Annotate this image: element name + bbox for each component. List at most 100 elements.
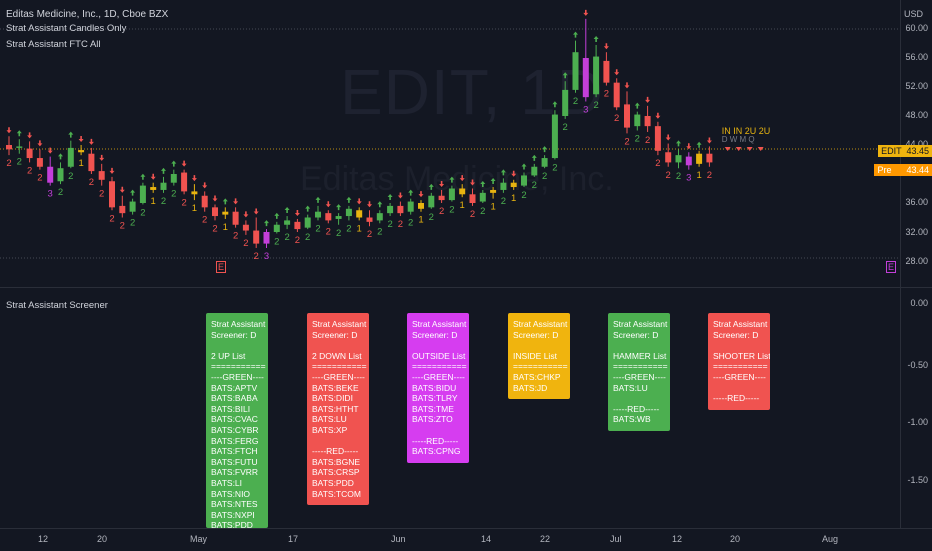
candle-body [613, 82, 620, 108]
candle-body [603, 60, 610, 83]
strat-label: 2 [377, 226, 382, 237]
screener-card[interactable]: Strat Assistant Screener: D OUTSIDE List =… [407, 313, 469, 463]
strat-label: 2 [367, 229, 372, 240]
screener-card-line: BATS:WB [613, 414, 651, 425]
strat-label: 2 [604, 89, 609, 100]
strat-label: 2 [563, 122, 568, 133]
up-arrow-icon [274, 212, 280, 219]
indicator-legend-ftc[interactable]: Strat Assistant FTC All [6, 39, 101, 50]
price-tag-value: 43.45 [906, 146, 929, 156]
earnings-marker-icon[interactable]: E [216, 261, 226, 273]
screener-card-line: BATS:FERG [211, 435, 259, 446]
up-arrow-icon [387, 194, 393, 200]
screener-legend[interactable]: Strat Assistant Screener [6, 300, 108, 311]
screener-card[interactable]: Strat Assistant Screener: D HAMMER List ==… [608, 313, 670, 431]
screener-card-line: BATS:FVRR [211, 467, 259, 478]
screener-card-line: =========== [713, 361, 768, 372]
screener-card-line: BATS:JD [513, 382, 548, 393]
time-scale-tick: 17 [288, 534, 299, 544]
candle-body [654, 126, 661, 151]
down-arrow-icon [78, 136, 84, 142]
last-price-tag: EDIT 43.45 [878, 145, 932, 157]
candle-body [572, 52, 579, 90]
screener-card[interactable]: Strat Assistant Screener: D SHOOTER List =… [708, 313, 770, 410]
ftc-marker-icon [746, 146, 753, 151]
strat-label: 1 [223, 222, 228, 233]
down-arrow-icon [614, 69, 620, 76]
strat-label: 2 [202, 215, 207, 226]
screener-card-line [613, 393, 665, 404]
strat-label: 2 [140, 207, 145, 218]
up-arrow-icon [480, 180, 486, 187]
strat-label: 2 [408, 218, 413, 229]
down-arrow-icon [212, 195, 218, 202]
down-arrow-icon [418, 191, 424, 198]
down-arrow-icon [706, 137, 712, 144]
screener-card-line: BATS:NXPI [211, 509, 255, 520]
candle-body [170, 174, 177, 183]
screener-card[interactable]: Strat Assistant Screener: D 2 UP List ====… [206, 313, 268, 528]
strat-label: 2 [181, 197, 186, 208]
strat-label: 2 [614, 113, 619, 124]
time-scale[interactable]: 12 20 May 17 Jun 14 22 Jul 12 20 Aug [0, 528, 932, 551]
screener-card-line: BATS:HTHT [312, 403, 359, 414]
price-scale-tick: 52.00 [905, 81, 928, 91]
up-arrow-icon [593, 35, 599, 42]
screener-card-line: Strat Assistant [312, 319, 367, 329]
time-scale-tick: May [190, 534, 208, 544]
strat-label: 2 [707, 170, 712, 181]
candle-body [706, 153, 713, 163]
candle-body [634, 114, 641, 127]
candle-body [490, 189, 497, 193]
chart-title[interactable]: Editas Medicine, Inc., 1D, Cboe BZX [6, 9, 169, 20]
strat-label: 2 [624, 136, 629, 147]
candle-body [160, 182, 167, 190]
screener-card-line: ----GREEN---- [412, 371, 465, 382]
candle-body [345, 208, 352, 217]
candle-body [562, 89, 569, 116]
candle-body [521, 175, 527, 186]
screener-scale-tick: -1.00 [907, 417, 928, 427]
screener-card-line: BATS:DIDI [312, 393, 353, 404]
candle-body [418, 203, 424, 209]
strat-label: 2 [326, 226, 331, 237]
candle-body [36, 158, 43, 167]
pane-divider[interactable] [0, 287, 932, 288]
strat-label: 2 [254, 251, 259, 262]
screener-card-line [312, 340, 364, 351]
price-scale-tick: 28.00 [905, 256, 928, 266]
screener-card-line: BATS:TLRY [412, 393, 458, 404]
currency-label: USD [904, 9, 924, 19]
candle-body [253, 230, 260, 244]
down-arrow-icon [150, 173, 156, 180]
down-arrow-icon [253, 208, 259, 215]
strat-label: 2 [243, 238, 248, 249]
strat-label: 2 [68, 171, 73, 182]
candle-body [387, 205, 394, 214]
screener-card[interactable]: Strat Assistant Screener: D 2 DOWN List ==… [307, 313, 369, 506]
price-scale[interactable]: 60.0056.0052.0048.0044.0040.0036.0032.00… [901, 0, 932, 528]
up-arrow-icon [140, 173, 146, 180]
strat-label: 2 [17, 157, 22, 168]
screener-card-line: BATS:CRSP [312, 467, 360, 478]
down-arrow-icon [470, 179, 475, 186]
price-scale-tick: 56.00 [905, 52, 928, 62]
screener-card[interactable]: Strat Assistant Screener: D INSIDE List ==… [508, 313, 570, 400]
screener-scale-tick: -1.50 [907, 475, 928, 485]
candle-body [397, 205, 404, 214]
up-arrow-icon [68, 131, 74, 138]
indicator-legend-candles[interactable]: Strat Assistant Candles Only [6, 23, 127, 34]
candle-body [47, 166, 54, 183]
screener-card-line [613, 340, 665, 351]
candle-body [376, 213, 383, 221]
earnings-marker-icon[interactable]: E [886, 261, 896, 273]
candle-body [593, 56, 600, 95]
strat-label: 3 [264, 251, 269, 262]
screener-card-line: SHOOTER List [713, 350, 770, 361]
screener-scale-tick: -0.50 [907, 360, 928, 370]
up-arrow-icon [336, 204, 342, 211]
time-scale-tick: Jun [391, 534, 406, 544]
screener-card-line [312, 436, 364, 447]
